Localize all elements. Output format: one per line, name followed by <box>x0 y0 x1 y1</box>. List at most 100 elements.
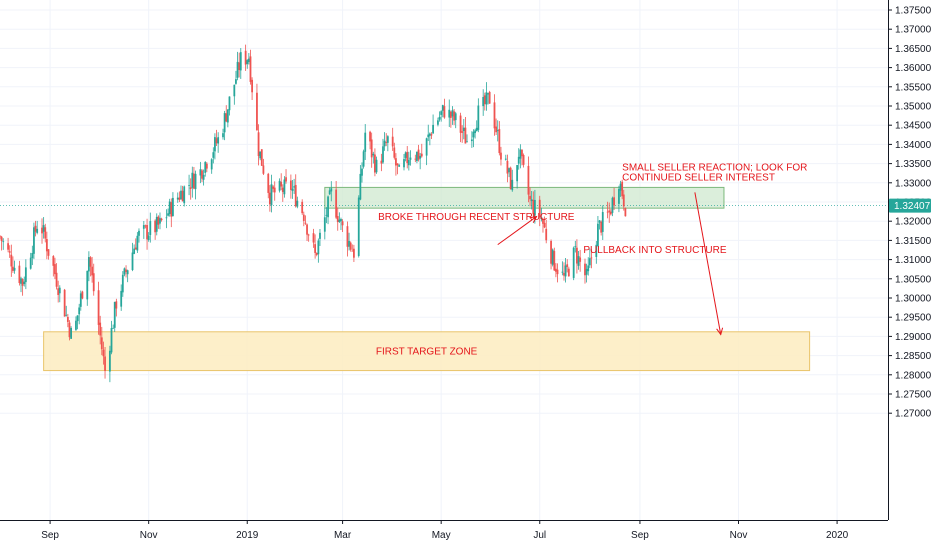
candle-179 <box>404 151 407 162</box>
y-tick-label-3: 1.28500 <box>895 351 932 362</box>
candle-132 <box>296 196 299 209</box>
candle-142 <box>319 229 321 246</box>
candle-97 <box>217 132 220 153</box>
y-tick-label-17: 1.35500 <box>895 82 932 93</box>
candle-10 <box>21 278 24 296</box>
candle-243 <box>550 239 552 270</box>
candle-111 <box>249 49 252 85</box>
x-tick-label-5: Jul <box>533 530 546 541</box>
candle-64 <box>144 224 147 229</box>
candle-187 <box>420 143 423 158</box>
candle-58 <box>131 242 134 272</box>
candle-15 <box>33 222 35 260</box>
candle-29 <box>65 305 68 317</box>
candle-241 <box>543 216 546 229</box>
candle-188 <box>425 137 428 166</box>
candle-258 <box>584 258 586 284</box>
candle-92 <box>205 162 208 173</box>
structure-zone[interactable] <box>324 186 725 209</box>
y-tick-label-8: 1.31000 <box>895 255 932 266</box>
seller-reaction-text-0: SMALL SELLER REACTION; LOOK FOR <box>622 163 807 174</box>
candle-45 <box>100 326 103 356</box>
candle-230 <box>519 144 522 169</box>
candle-53 <box>120 284 123 311</box>
x-tick-label-6: Sep <box>631 530 649 541</box>
candle-43 <box>97 281 100 335</box>
candle-235 <box>530 191 533 210</box>
candle-204 <box>461 125 464 143</box>
candle-55 <box>123 267 126 277</box>
target-zone[interactable] <box>43 331 811 372</box>
candle-245 <box>553 247 556 272</box>
candle-2 <box>2 238 5 250</box>
candle-238 <box>538 195 541 227</box>
candle-252 <box>567 266 570 277</box>
x-tick-label-2: 2019 <box>236 530 259 541</box>
candle-107 <box>239 48 242 79</box>
candle-102 <box>228 96 231 116</box>
y-tick-label-5: 1.29500 <box>895 313 932 324</box>
candle-89 <box>201 169 203 183</box>
candle-1 <box>0 235 3 251</box>
candle-160 <box>361 162 363 183</box>
candle-185 <box>417 144 420 162</box>
candle-46 <box>102 341 105 365</box>
candle-123 <box>278 178 281 193</box>
candle-269 <box>608 202 611 223</box>
pullback-text: PULLBACK INTO STRUCTURE <box>583 245 727 256</box>
candle-249 <box>563 262 565 281</box>
candle-200 <box>451 106 454 125</box>
candle-4 <box>8 245 11 258</box>
candle-87 <box>194 170 197 200</box>
candle-152 <box>341 219 344 232</box>
candle-103 <box>233 84 236 105</box>
candle-44 <box>99 315 102 345</box>
candle-216 <box>487 92 489 105</box>
candle-190 <box>428 132 431 146</box>
candle-16 <box>34 220 37 237</box>
candle-59 <box>133 244 136 255</box>
y-tick-label-13: 1.33500 <box>895 159 932 170</box>
candle-33 <box>75 316 77 332</box>
candle-222 <box>500 146 502 166</box>
candle-137 <box>307 233 310 242</box>
candle-56 <box>125 265 127 278</box>
candle-147 <box>330 181 333 202</box>
target-zone-label: FIRST TARGET ZONE <box>376 347 478 358</box>
candle-69 <box>155 213 158 236</box>
y-tick-label-14: 1.34000 <box>895 140 932 151</box>
candle-224 <box>506 154 509 183</box>
y-tick-label-0: 1.27000 <box>895 409 932 420</box>
candle-51 <box>113 301 116 333</box>
y-tick-label-1: 1.27500 <box>895 390 932 401</box>
candle-201 <box>453 109 455 126</box>
candle-67 <box>149 212 152 243</box>
candle-184 <box>416 151 418 164</box>
candle-240 <box>542 217 544 233</box>
candle-164 <box>370 132 373 168</box>
candle-30 <box>66 313 69 328</box>
candle-247 <box>556 263 559 283</box>
x-tick-label-0: Sep <box>41 530 59 541</box>
candle-20 <box>44 223 47 243</box>
candle-28 <box>63 288 66 317</box>
candle-265 <box>598 220 601 230</box>
candle-76 <box>170 198 173 228</box>
candle-223 <box>504 154 507 161</box>
candle-63 <box>142 220 145 239</box>
candle-231 <box>521 149 523 166</box>
candle-259 <box>585 263 588 283</box>
candle-34 <box>76 315 79 330</box>
candle-150 <box>338 212 341 223</box>
candle-75 <box>168 198 171 217</box>
candle-166 <box>374 148 376 177</box>
candle-181 <box>407 151 410 171</box>
candle-218 <box>493 94 496 136</box>
candle-163 <box>369 130 371 150</box>
candle-96 <box>215 129 218 146</box>
last-price-badge: 1.32407 <box>889 198 931 213</box>
candle-186 <box>419 152 422 170</box>
candle-206 <box>464 117 467 144</box>
